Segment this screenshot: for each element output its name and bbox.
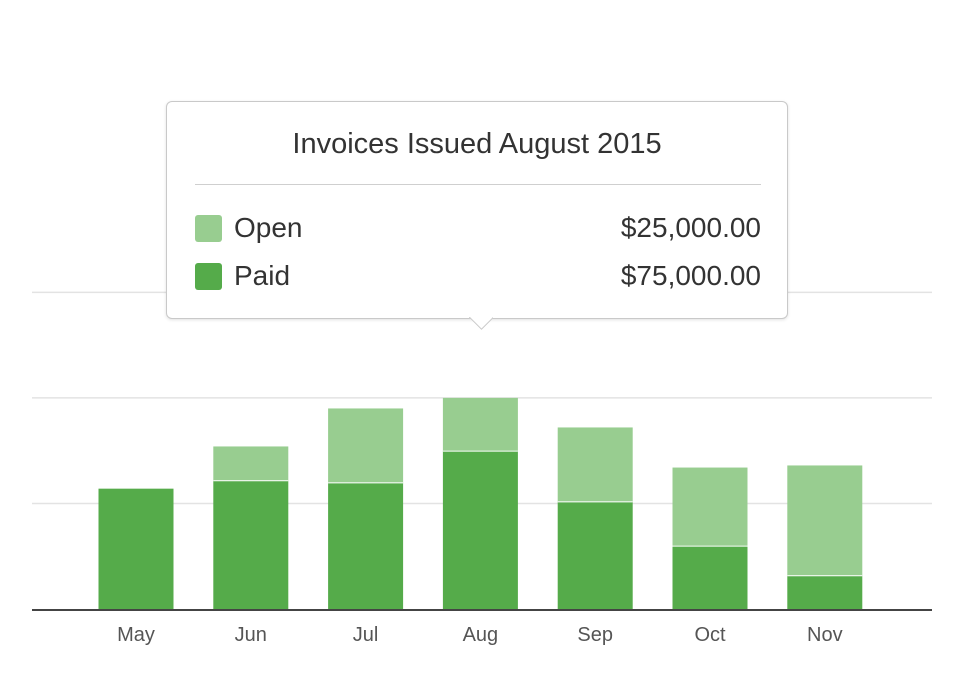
tooltip: Invoices Issued August 2015 Open $25,000… bbox=[166, 101, 788, 319]
bar-open-sep[interactable] bbox=[557, 427, 633, 502]
bar-open-aug[interactable] bbox=[442, 397, 518, 451]
x-tick-label: Nov bbox=[807, 624, 843, 646]
tooltip-row-open: Open $25,000.00 bbox=[195, 212, 761, 246]
tooltip-row-paid: Paid $75,000.00 bbox=[195, 260, 761, 294]
x-axis-labels: May Jun Jul Aug Sep Oct Nov bbox=[117, 624, 842, 646]
bar-paid-may[interactable] bbox=[98, 488, 174, 609]
tooltip-divider bbox=[195, 184, 761, 185]
x-tick-label: Jul bbox=[353, 624, 379, 646]
x-tick-label: Oct bbox=[694, 624, 726, 646]
x-tick-label: Aug bbox=[463, 624, 499, 646]
paid-swatch bbox=[195, 263, 222, 290]
tooltip-pointer bbox=[469, 317, 493, 333]
bar-paid-aug[interactable] bbox=[442, 450, 518, 609]
x-tick-label: May bbox=[117, 624, 155, 646]
bar-open-jun[interactable] bbox=[213, 446, 289, 481]
tooltip-label: Open bbox=[234, 212, 303, 243]
bar-paid-nov[interactable] bbox=[787, 575, 863, 609]
bars bbox=[98, 397, 863, 609]
tooltip-value: $25,000.00 bbox=[620, 212, 761, 243]
bar-open-nov[interactable] bbox=[787, 465, 863, 576]
bar-open-oct[interactable] bbox=[672, 467, 748, 546]
tooltip-title: Invoices Issued August 2015 bbox=[292, 128, 662, 160]
bar-paid-jul[interactable] bbox=[328, 482, 404, 609]
tooltip-label: Paid bbox=[234, 260, 291, 291]
bar-paid-sep[interactable] bbox=[557, 501, 633, 609]
x-tick-label: Sep bbox=[577, 624, 613, 646]
bar-paid-jun[interactable] bbox=[213, 480, 289, 609]
open-swatch bbox=[195, 215, 222, 242]
tooltip-value: $75,000.00 bbox=[620, 260, 761, 291]
x-tick-label: Jun bbox=[235, 624, 267, 646]
bar-open-jul[interactable] bbox=[328, 408, 404, 483]
bar-paid-oct[interactable] bbox=[672, 545, 748, 609]
